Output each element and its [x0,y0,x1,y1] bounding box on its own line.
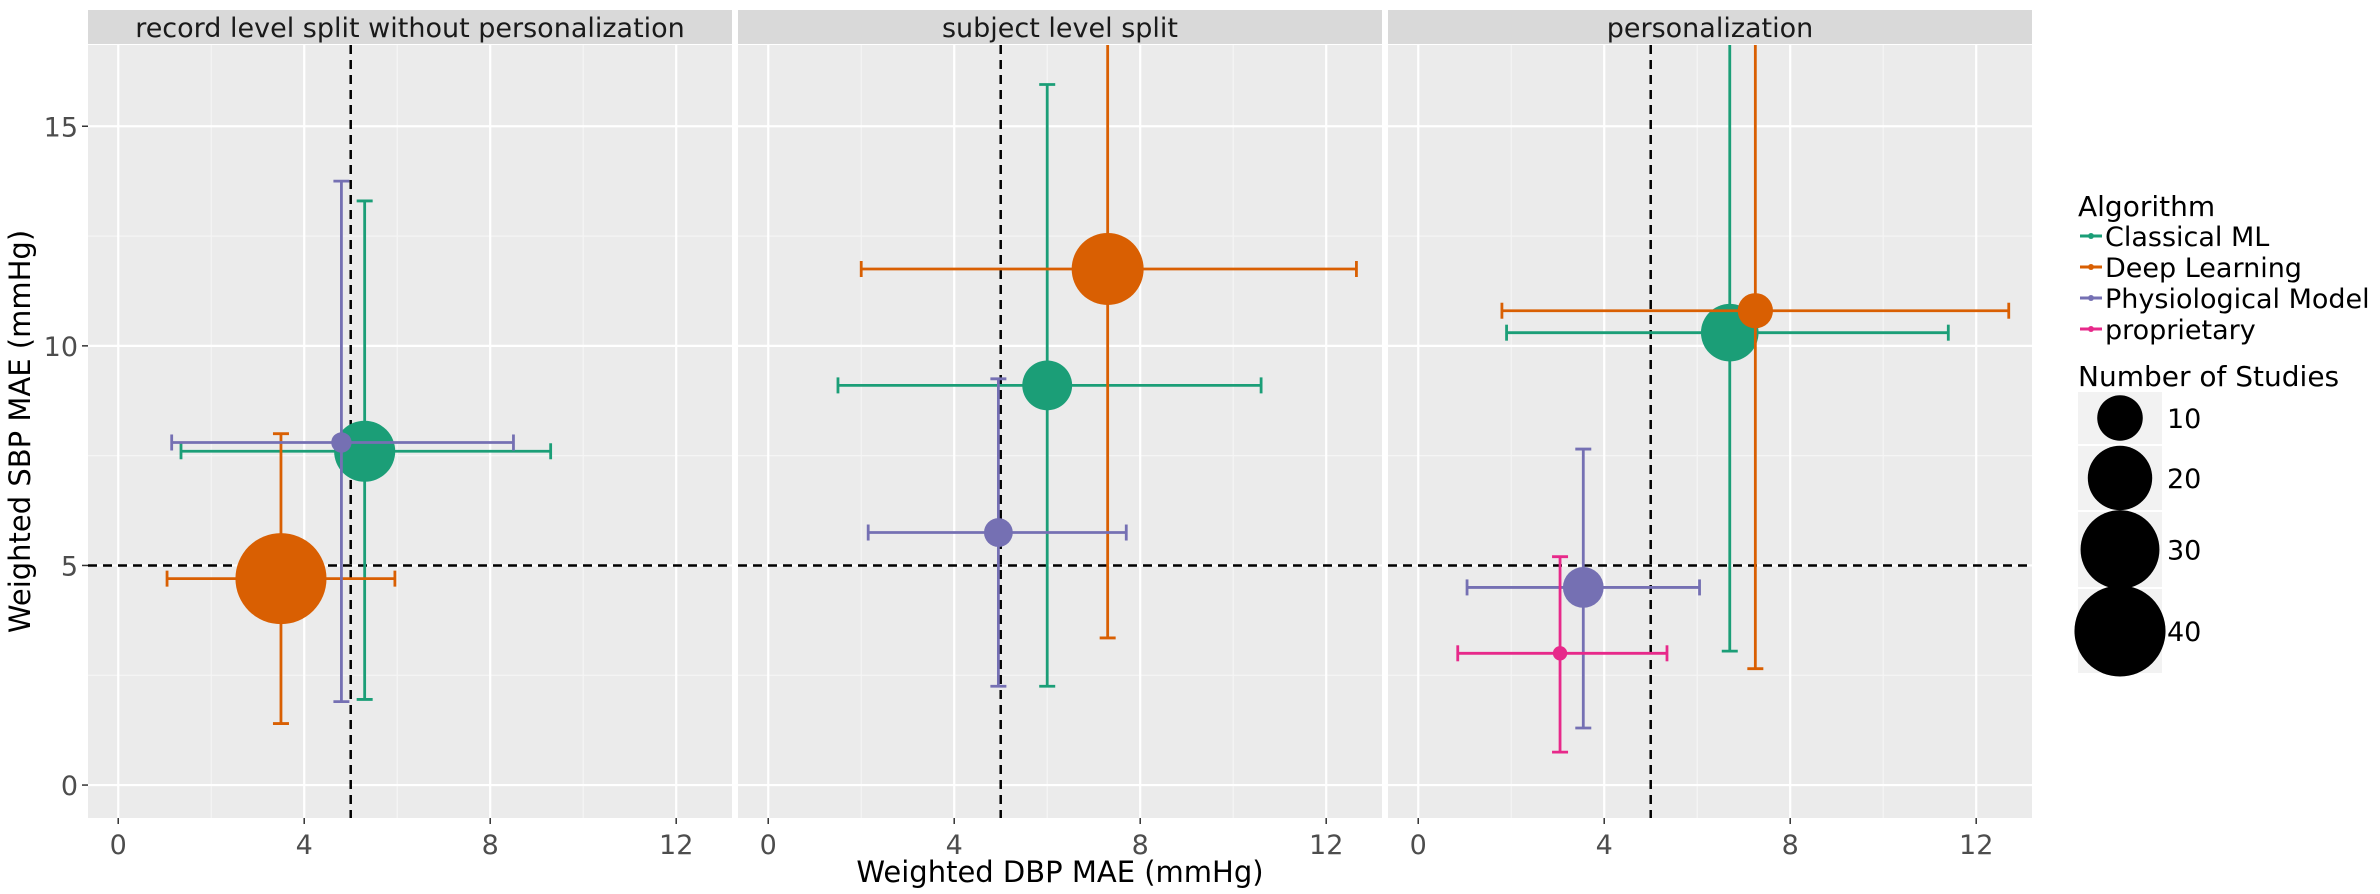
data-point-group [1500,45,2011,671]
facet-panel-2: subject level split 0 4 8 12 [738,10,1382,861]
data-point-group [1456,555,1669,754]
x-axis-title: Weighted DBP MAE (mmHg) [856,855,1263,889]
legend-size-key-circle [2097,395,2143,441]
y-tick-label: 5 [61,551,78,582]
x-tick-label: 12 [1959,830,1993,861]
data-point [331,432,352,453]
x-tick-label: 8 [482,830,499,861]
panel-background [738,45,1382,818]
legend-item-label: Classical ML [2105,222,2269,253]
legend-key-dot [2088,264,2094,270]
facet-panel-3: personalization 0 4 8 12 [1388,10,2032,861]
legend-size-label: 30 [2167,536,2201,567]
facet-strip-title: subject level split [942,13,1178,44]
legend-item-label: proprietary [2105,315,2256,346]
data-point-group [1465,447,1701,730]
data-point-group [165,432,397,725]
data-point-group [170,179,515,704]
facet-panel-1: record level split without personalizati… [88,10,732,861]
legend-size-key-circle [2087,445,2153,511]
legend-key-dot [2088,295,2094,301]
x-tick-label: 8 [1132,830,1149,861]
data-point [334,420,396,482]
data-point-group [859,45,1358,640]
data-point [1737,293,1773,329]
data-point [983,518,1013,547]
data-point-group [836,83,1263,688]
x-tick-label: 0 [110,830,127,861]
data-point-group [179,199,553,701]
data-point [1022,360,1073,411]
legend-size-label: 10 [2167,404,2201,435]
y-tick-label: 10 [44,332,78,363]
y-axis-title: Weighted SBP MAE (mmHg) [3,230,37,633]
y-tick-label: 15 [44,112,78,143]
x-tick-label: 4 [296,830,313,861]
x-tick-label: 12 [659,830,693,861]
y-tick-label: 0 [61,771,78,802]
data-point [235,533,327,625]
x-tick-label: 4 [946,830,963,861]
facet-strip [738,10,1382,44]
x-tick-label: 8 [1782,830,1799,861]
legend-key-dot [2088,233,2094,239]
facet-strip-title: personalization [1607,13,1814,44]
data-point [1562,567,1604,608]
facet-strip-title: record level split without personalizati… [135,13,685,44]
panel-background [88,45,732,818]
legend-size-key-circle [2080,510,2160,589]
x-tick-label: 4 [1596,830,1613,861]
facet-strip [1388,10,2032,44]
legend-size-key-circle [2074,585,2166,677]
legend-title-algorithm: Algorithm [2078,190,2215,223]
x-tick-label: 0 [760,830,777,861]
legend-size-label: 20 [2167,464,2201,495]
legend-item-label: Physiological Model [2105,284,2370,315]
x-tick-label: 12 [1309,830,1343,861]
facet-strip [88,10,732,44]
x-tick-label: 0 [1410,830,1427,861]
data-point [1071,232,1144,305]
data-point [1552,646,1568,661]
data-point-group [866,377,1128,688]
legend-title-size: Number of Studies [2078,360,2339,393]
panel-background [1388,45,2032,818]
legend-size-label: 40 [2167,617,2201,648]
legend-key-dot [2088,326,2094,332]
legend-item-label: Deep Learning [2105,253,2302,284]
